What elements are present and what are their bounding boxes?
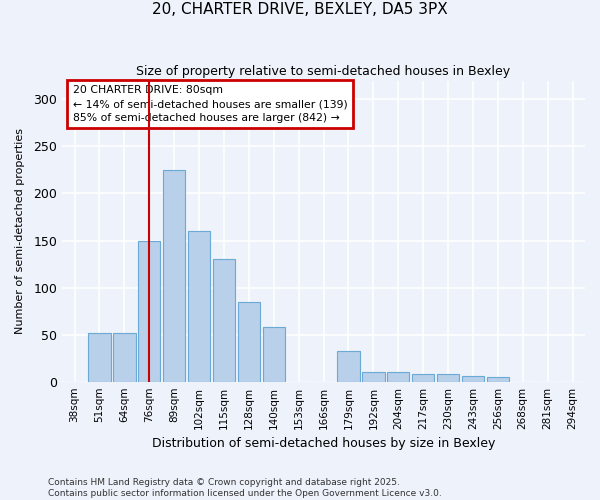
Bar: [412, 374, 434, 382]
Bar: [487, 377, 509, 382]
Title: Size of property relative to semi-detached houses in Bexley: Size of property relative to semi-detach…: [136, 65, 511, 78]
Bar: [437, 374, 459, 382]
Bar: [263, 327, 285, 382]
Text: 20, CHARTER DRIVE, BEXLEY, DA5 3PX: 20, CHARTER DRIVE, BEXLEY, DA5 3PX: [152, 2, 448, 18]
Bar: [238, 302, 260, 382]
Bar: [362, 372, 385, 382]
Bar: [88, 332, 110, 382]
X-axis label: Distribution of semi-detached houses by size in Bexley: Distribution of semi-detached houses by …: [152, 437, 495, 450]
Bar: [462, 376, 484, 382]
Bar: [188, 231, 210, 382]
Bar: [138, 240, 160, 382]
Y-axis label: Number of semi-detached properties: Number of semi-detached properties: [15, 128, 25, 334]
Bar: [213, 260, 235, 382]
Bar: [337, 350, 359, 382]
Text: Contains HM Land Registry data © Crown copyright and database right 2025.
Contai: Contains HM Land Registry data © Crown c…: [48, 478, 442, 498]
Bar: [113, 332, 136, 382]
Text: 20 CHARTER DRIVE: 80sqm
← 14% of semi-detached houses are smaller (139)
85% of s: 20 CHARTER DRIVE: 80sqm ← 14% of semi-de…: [73, 85, 347, 123]
Bar: [387, 372, 409, 382]
Bar: [163, 170, 185, 382]
